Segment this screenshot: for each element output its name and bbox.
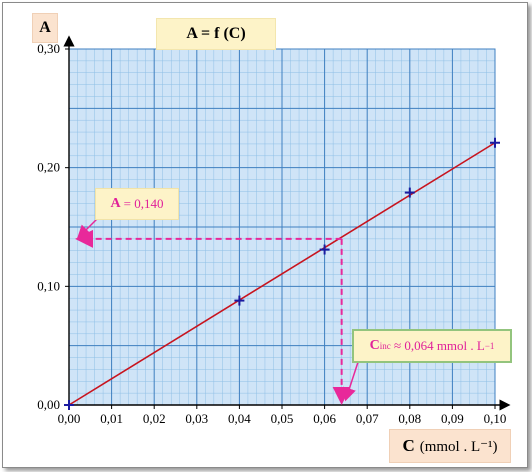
chart-title-text: A = f (C) <box>186 25 246 42</box>
concentration-annotation-sub: inc <box>379 341 391 351</box>
x-axis-variable: C <box>402 436 415 455</box>
y-axis-label-text: A <box>39 19 51 36</box>
x-tick-label: 0,10 <box>484 411 507 426</box>
y-tick-label: 0,00 <box>37 397 60 412</box>
absorbance-annotation-value: = 0,140 <box>123 196 164 211</box>
x-axis-label: C (mmol . L⁻¹) <box>389 429 511 463</box>
x-tick-label: 0,06 <box>313 411 336 426</box>
y-tick-label: 0,10 <box>37 278 60 293</box>
x-tick-label: 0,02 <box>143 411 166 426</box>
chart-title: A = f (C) <box>156 18 276 50</box>
x-axis-unit: (mmol . L⁻¹) <box>419 438 498 455</box>
x-tick-label: 0,04 <box>228 411 251 426</box>
x-tick-label: 0,05 <box>271 411 294 426</box>
y-axis-label: A <box>32 13 58 43</box>
y-tick-label: 0,20 <box>37 160 60 175</box>
fit-line <box>68 142 496 406</box>
data-point <box>64 400 74 410</box>
absorbance-pointer <box>76 216 100 239</box>
data-point <box>490 137 500 148</box>
x-tick-label: 0,03 <box>185 411 208 426</box>
chart-canvas: 0,00 0,01 0,02 0,03 0,04 0,05 0,06 0,07 0,08 0,09… <box>37 35 511 426</box>
data-point <box>404 187 415 198</box>
chart-frame: 0,00 0,01 0,02 0,03 0,04 0,05 0,06 0,07 0,08 0,09… <box>2 2 528 468</box>
x-tick-label: 0,01 <box>100 411 123 426</box>
concentration-pointer <box>342 355 361 402</box>
data-point <box>319 244 330 255</box>
absorbance-annotation: A = 0,140 <box>95 188 179 220</box>
x-tick-label: 0,09 <box>441 411 464 426</box>
concentration-annotation-var: C <box>369 338 380 353</box>
x-tick-label: 0,07 <box>356 411 379 426</box>
absorbance-annotation-var: A <box>110 196 121 211</box>
data-point <box>234 295 245 306</box>
x-tick-label: 0,08 <box>398 411 421 426</box>
x-tick-label: 0,00 <box>58 411 81 426</box>
concentration-annotation-value: ≈ 0,064 mmol . L <box>393 338 485 353</box>
concentration-annotation-sup: −1 <box>484 341 495 351</box>
y-tick-label: 0,30 <box>37 41 60 56</box>
